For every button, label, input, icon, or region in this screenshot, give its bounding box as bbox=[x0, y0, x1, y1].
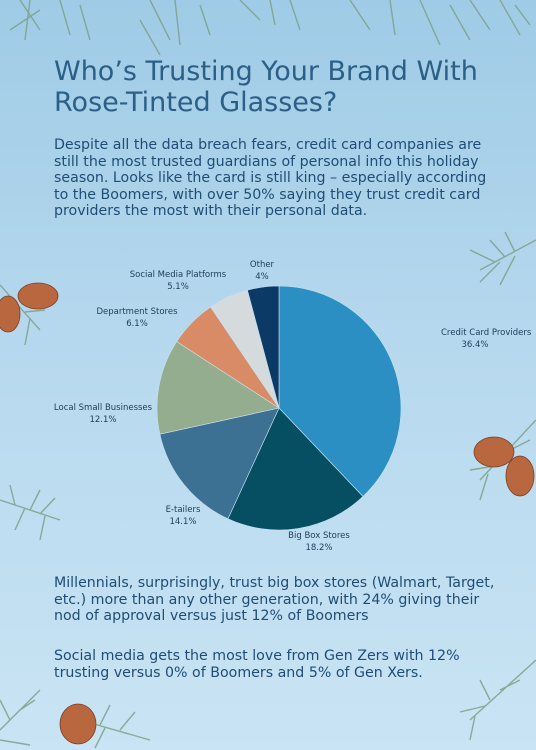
page-title: Who’s Trusting Your Brand With Rose-Tint… bbox=[54, 56, 478, 118]
slice-value-label: 14.1% bbox=[169, 517, 196, 527]
pie-slice-e-tailers bbox=[159, 407, 280, 520]
millennials-paragraph: Millennials, surprisingly, trust big box… bbox=[54, 575, 495, 624]
slice-category-label: Big Box Stores bbox=[288, 531, 350, 541]
pie-slice-credit-card-providers bbox=[278, 285, 402, 497]
slice-value-label: 5.1% bbox=[167, 282, 189, 292]
pie-slice-local-small-businesses bbox=[156, 341, 280, 435]
slice-category-label: Local Small Businesses bbox=[54, 403, 153, 413]
slice-value-label: 6.1% bbox=[126, 319, 148, 329]
slice-value-label: 4% bbox=[255, 272, 269, 282]
intro-paragraph: Despite all the data breach fears, credi… bbox=[54, 137, 487, 219]
trust-pie-chart: Credit Card Providers 36.4% Big Box Stores… bbox=[54, 260, 532, 553]
slice-category-label: E-tailers bbox=[166, 505, 201, 515]
pie-slice-other bbox=[247, 285, 280, 409]
slice-value-label: 36.4% bbox=[461, 340, 488, 350]
slice-category-label: Social Media Platforms bbox=[130, 270, 227, 280]
slice-category-label: Other bbox=[250, 260, 275, 270]
pie-slice-big-box-stores bbox=[227, 407, 364, 531]
slice-value-label: 12.1% bbox=[89, 415, 116, 425]
slice-value-label: 18.2% bbox=[305, 543, 332, 553]
social-media-paragraph: Social media gets the most love from Gen… bbox=[54, 648, 460, 681]
slice-category-label: Credit Card Providers bbox=[441, 328, 532, 338]
slice-category-label: Department Stores bbox=[96, 307, 178, 317]
